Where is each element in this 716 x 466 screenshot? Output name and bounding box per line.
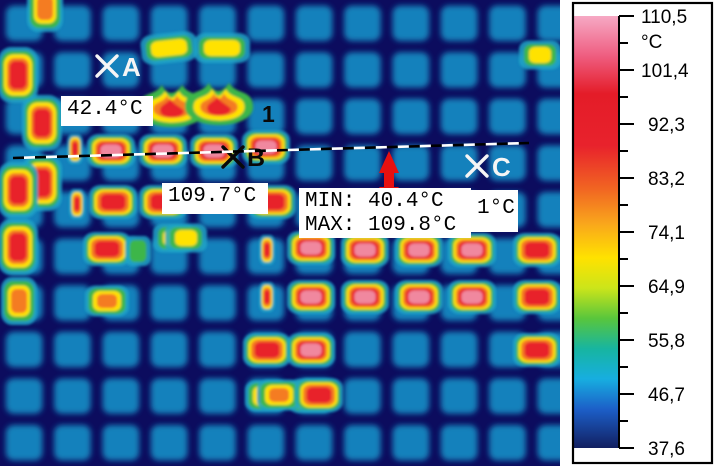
svg-text:83,2: 83,2 — [648, 169, 685, 190]
svg-text:101,4: 101,4 — [641, 61, 689, 82]
svg-text:46,7: 46,7 — [648, 385, 685, 406]
svg-text:92,3: 92,3 — [648, 115, 685, 136]
svg-text:64,9: 64,9 — [648, 277, 685, 298]
svg-text:37,6: 37,6 — [648, 439, 685, 460]
svg-text:110,5: 110,5 — [641, 7, 687, 28]
svg-text:74,1: 74,1 — [648, 223, 685, 244]
svg-text:°C: °C — [641, 32, 662, 53]
svg-text:55,8: 55,8 — [648, 331, 685, 352]
